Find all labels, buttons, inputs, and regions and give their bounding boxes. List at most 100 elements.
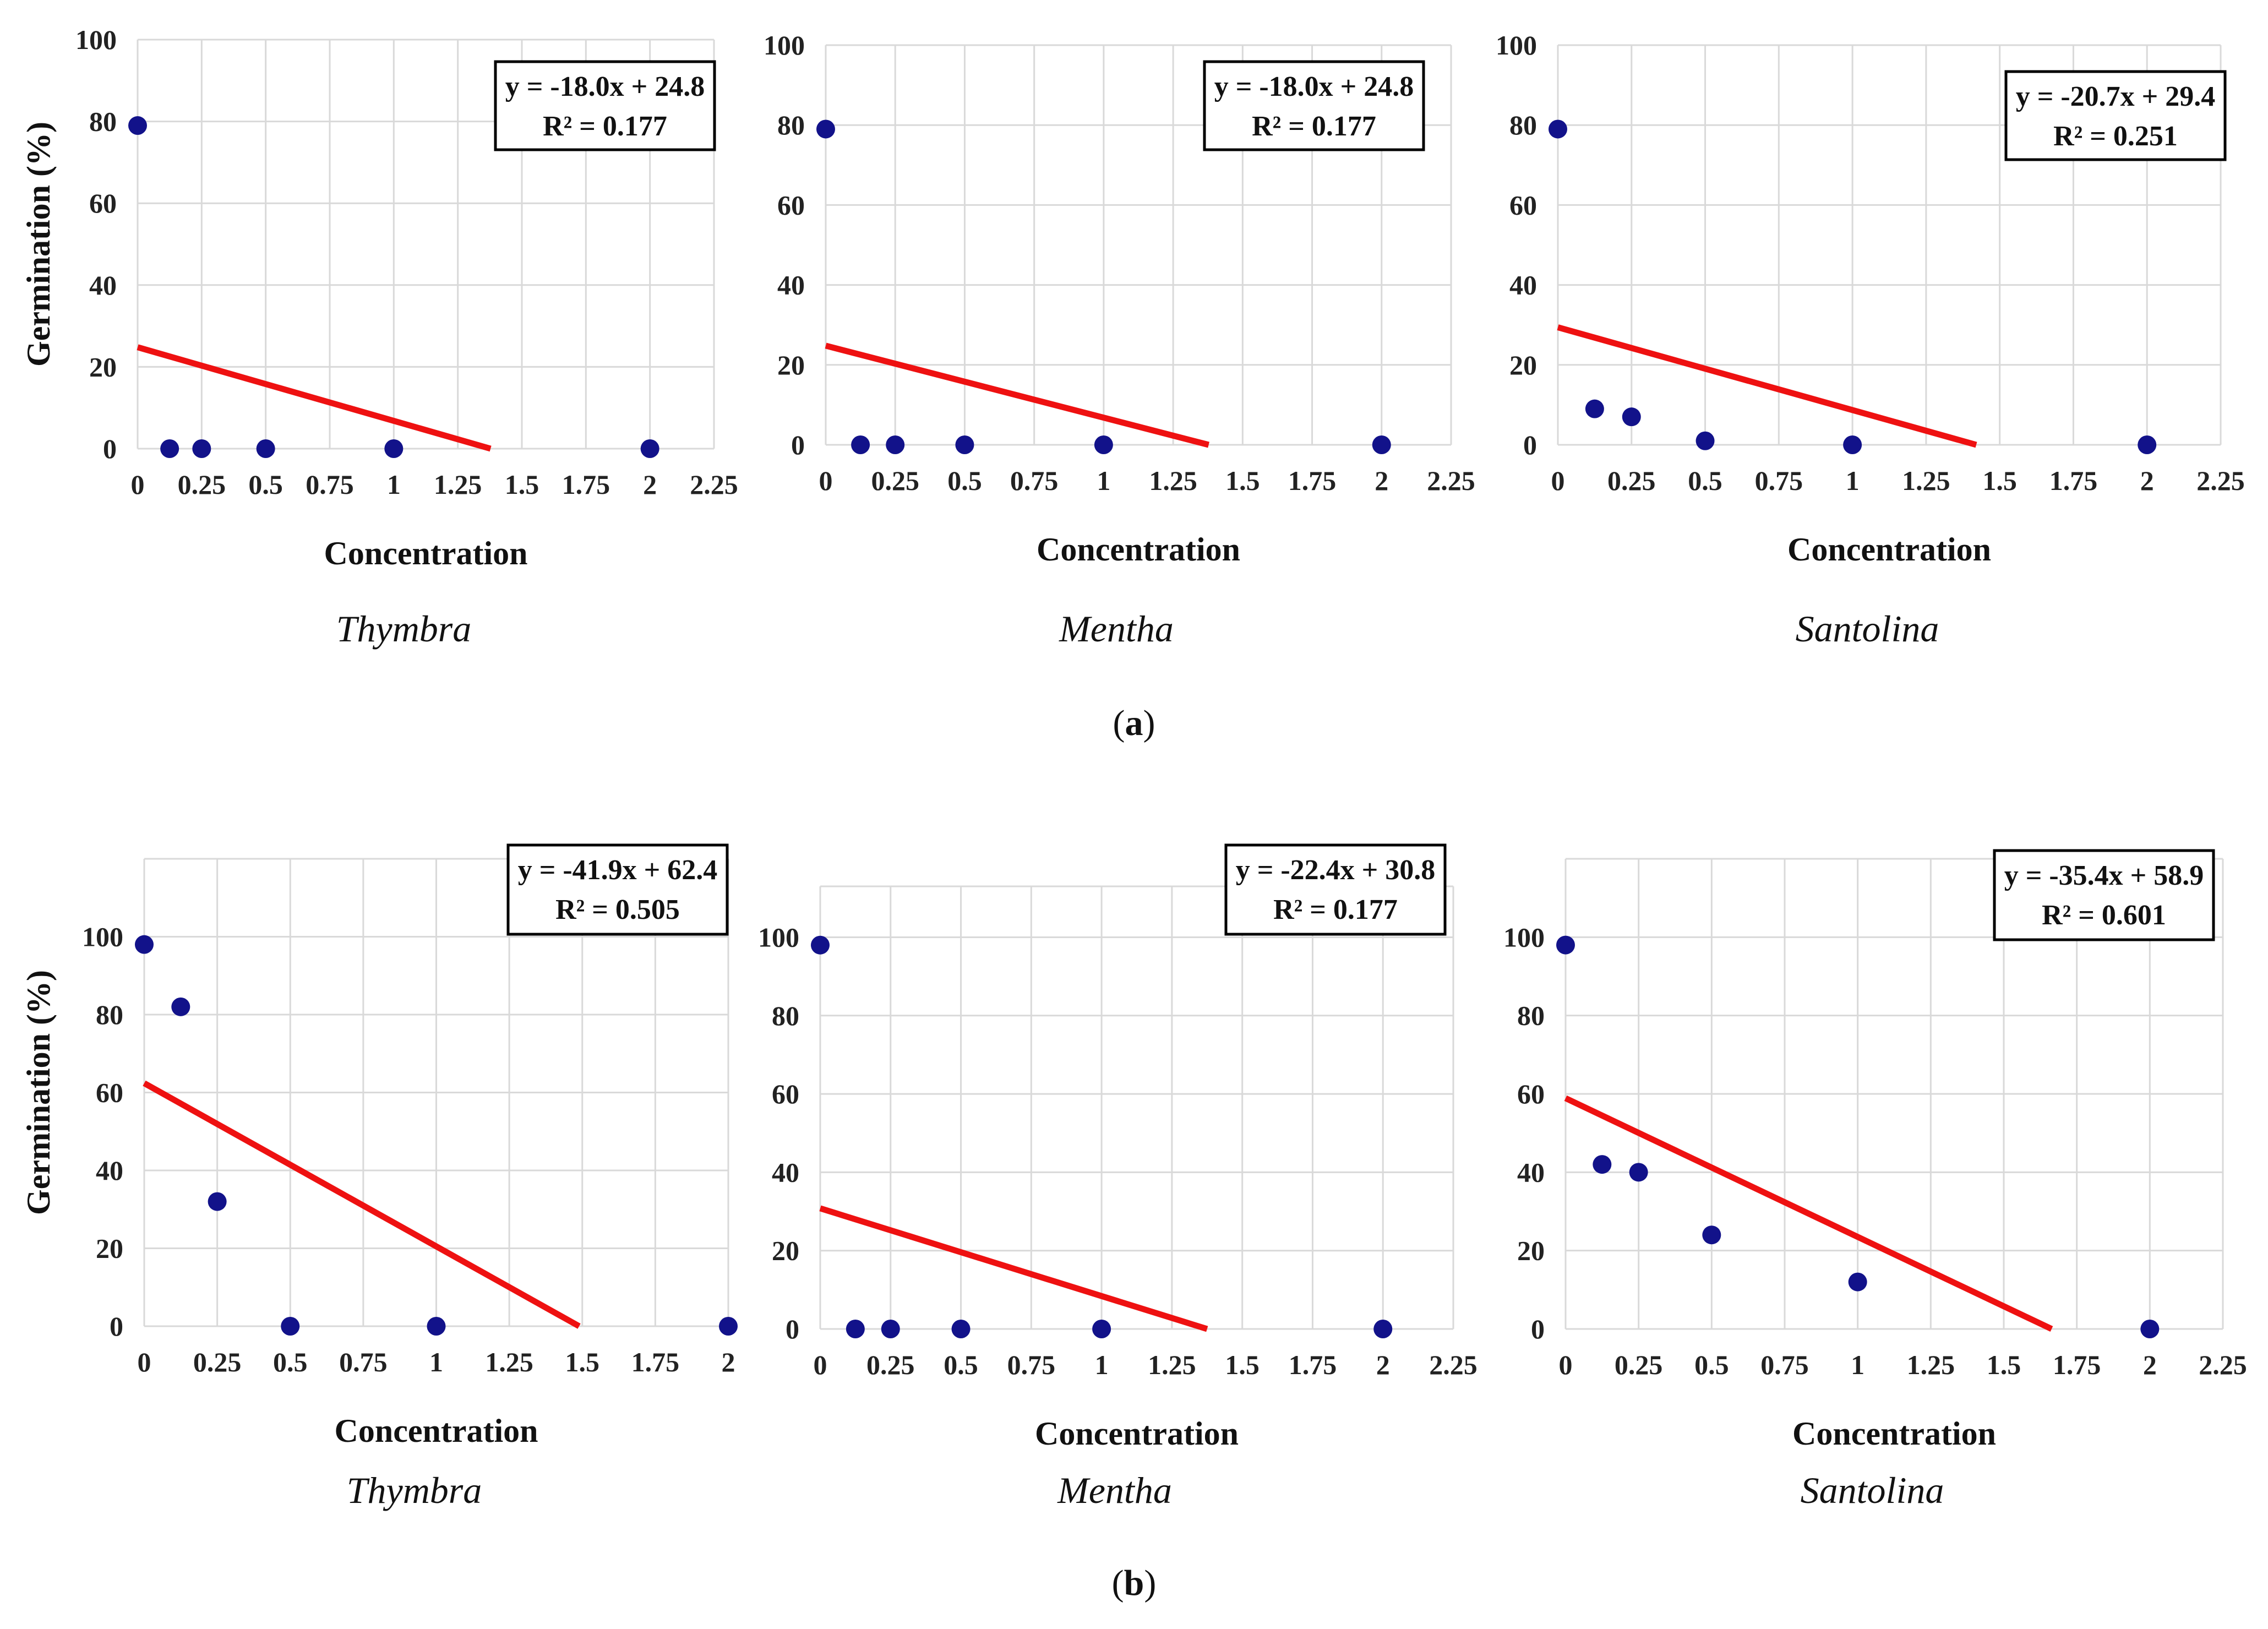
trendline-equation: y = -41.9x + 62.4 bbox=[518, 854, 718, 886]
x-tick-label: 0 bbox=[1559, 1349, 1573, 1380]
species-caption: Santolina bbox=[1801, 1469, 1944, 1511]
x-tick-label: 0.5 bbox=[273, 1347, 308, 1377]
x-tick-label: 1 bbox=[387, 469, 401, 500]
y-tick-label: 60 bbox=[96, 1077, 123, 1108]
x-tick-label: 1.25 bbox=[1148, 1349, 1196, 1380]
y-tick-label: 60 bbox=[89, 188, 117, 219]
x-tick-label: 0.75 bbox=[1755, 465, 1803, 496]
data-point bbox=[640, 439, 659, 458]
y-tick-label: 100 bbox=[758, 922, 799, 952]
y-tick-label: 100 bbox=[1496, 30, 1537, 61]
x-tick-label: 1 bbox=[1097, 465, 1110, 496]
equation-box: y = -35.4x + 58.9 R² = 0.601 bbox=[1993, 849, 2215, 941]
y-tick-label: 40 bbox=[772, 1157, 799, 1187]
trendline bbox=[1564, 1095, 2053, 1332]
y-tick-label: 100 bbox=[1503, 922, 1545, 952]
y-tick-label: 80 bbox=[89, 106, 117, 137]
x-tick-label: 1.75 bbox=[2049, 465, 2098, 496]
x-tick-label: 1 bbox=[429, 1347, 443, 1377]
y-tick-label: 40 bbox=[1517, 1157, 1545, 1187]
data-point bbox=[2140, 1320, 2160, 1338]
r-squared: R² = 0.177 bbox=[1273, 894, 1398, 925]
data-point bbox=[719, 1317, 738, 1336]
x-axis-label: Concentration bbox=[1787, 531, 1991, 568]
x-tick-label: 1.5 bbox=[565, 1347, 600, 1377]
equation-frame bbox=[1203, 60, 1425, 151]
x-tick-label: 2 bbox=[643, 469, 657, 500]
chart-a-thymbra: 0 0.25 0.5 0.75 1 1.25 1.5 1.75 2 2.25 0 20 40 60 80 10… bbox=[20, 24, 738, 650]
x-tick-label: 1.5 bbox=[1982, 465, 2017, 496]
x-tick-label: 0.25 bbox=[178, 469, 226, 500]
data-point bbox=[1373, 1320, 1393, 1338]
data-point bbox=[1848, 1272, 1867, 1292]
x-tick-label: 0.5 bbox=[1694, 1349, 1729, 1380]
species-caption: Mentha bbox=[1059, 608, 1174, 650]
x-tick-label: 1.5 bbox=[1225, 1349, 1260, 1380]
chart-b-santolina: 0 0.25 0.5 0.75 1 1.25 1.5 1.75 2 2.25 0 20 40 60 80 10… bbox=[1503, 849, 2247, 1511]
y-tick-label: 80 bbox=[1517, 1000, 1545, 1031]
data-point bbox=[135, 935, 154, 954]
data-point bbox=[811, 935, 830, 955]
x-tick-label: 0.5 bbox=[947, 465, 982, 496]
x-tick-label: 2.25 bbox=[1429, 1349, 1478, 1380]
equation-box: y = -18.0x + 24.8 R² = 0.177 bbox=[494, 60, 716, 151]
data-point bbox=[1092, 1320, 1111, 1338]
trendline-equation: y = -35.4x + 58.9 bbox=[2004, 860, 2204, 891]
species-caption: Santolina bbox=[1796, 608, 1939, 650]
data-point bbox=[171, 997, 190, 1016]
data-point bbox=[256, 439, 275, 458]
y-tick-label: 80 bbox=[777, 110, 805, 140]
x-tick-label: 2 bbox=[2140, 465, 2154, 496]
panel-label-a: (a) bbox=[1113, 703, 1155, 743]
x-tick-label: 0 bbox=[131, 469, 145, 500]
data-point bbox=[1593, 1155, 1612, 1174]
trendline bbox=[825, 342, 1210, 448]
data-point bbox=[1094, 435, 1113, 454]
y-tick-label: 60 bbox=[1509, 189, 1537, 220]
data-point bbox=[384, 439, 404, 458]
x-tick-label: 1 bbox=[1846, 465, 1860, 496]
y-axis-label: Germination (%) bbox=[20, 970, 57, 1215]
data-point bbox=[160, 439, 179, 458]
equation-box: y = -20.7x + 29.4 R² = 0.251 bbox=[2004, 70, 2227, 161]
data-point bbox=[427, 1317, 446, 1336]
x-tick-label: 0.25 bbox=[871, 465, 919, 496]
data-point bbox=[1629, 1163, 1648, 1182]
data-point bbox=[816, 119, 835, 139]
data-point bbox=[1702, 1225, 1721, 1245]
y-tick-label: 40 bbox=[777, 270, 805, 301]
x-tick-label: 2.25 bbox=[690, 469, 738, 500]
y-tick-label: 0 bbox=[1531, 1314, 1545, 1344]
y-tick-label: 0 bbox=[791, 429, 805, 460]
y-tick-label: 80 bbox=[96, 999, 123, 1030]
species-caption: Mentha bbox=[1057, 1469, 1172, 1511]
chart-b-mentha: 0 0.25 0.5 0.75 1 1.25 1.5 1.75 2 2.25 0 20 40 60 80 10… bbox=[758, 843, 1478, 1511]
x-tick-label: 1 bbox=[1851, 1349, 1864, 1380]
data-point bbox=[1843, 435, 1862, 454]
x-tick-label: 0.75 bbox=[1010, 465, 1059, 496]
species-caption: Thymbra bbox=[336, 608, 472, 650]
chart-a-santolina: 0 0.25 0.5 0.75 1 1.25 1.5 1.75 2 2.25 0 20 40 60 80 10… bbox=[1496, 30, 2245, 650]
x-tick-label: 0.75 bbox=[1007, 1349, 1056, 1380]
r-squared: R² = 0.177 bbox=[1252, 111, 1376, 142]
x-axis-label: Concentration bbox=[1792, 1415, 1996, 1452]
trendline-equation: y = -20.7x + 29.4 bbox=[2016, 81, 2216, 112]
x-tick-label: 0.75 bbox=[1760, 1349, 1809, 1380]
trendline-equation: y = -18.0x + 24.8 bbox=[505, 71, 705, 102]
species-caption: Thymbra bbox=[347, 1469, 482, 1511]
x-tick-label: 0 bbox=[1551, 465, 1565, 496]
x-tick-label: 1 bbox=[1095, 1349, 1109, 1380]
y-tick-label: 100 bbox=[82, 922, 123, 952]
trendline bbox=[1557, 324, 1977, 448]
x-tick-label: 0 bbox=[138, 1347, 151, 1377]
y-tick-label: 20 bbox=[772, 1235, 799, 1266]
data-point bbox=[2138, 435, 2157, 454]
x-tick-label: 1.5 bbox=[1987, 1349, 2021, 1380]
x-tick-label: 0.75 bbox=[339, 1347, 388, 1377]
y-tick-label: 40 bbox=[96, 1155, 123, 1186]
data-point bbox=[1622, 407, 1641, 427]
y-tick-label: 20 bbox=[89, 351, 117, 382]
data-point bbox=[281, 1317, 300, 1336]
x-tick-label: 1.25 bbox=[1149, 465, 1197, 496]
